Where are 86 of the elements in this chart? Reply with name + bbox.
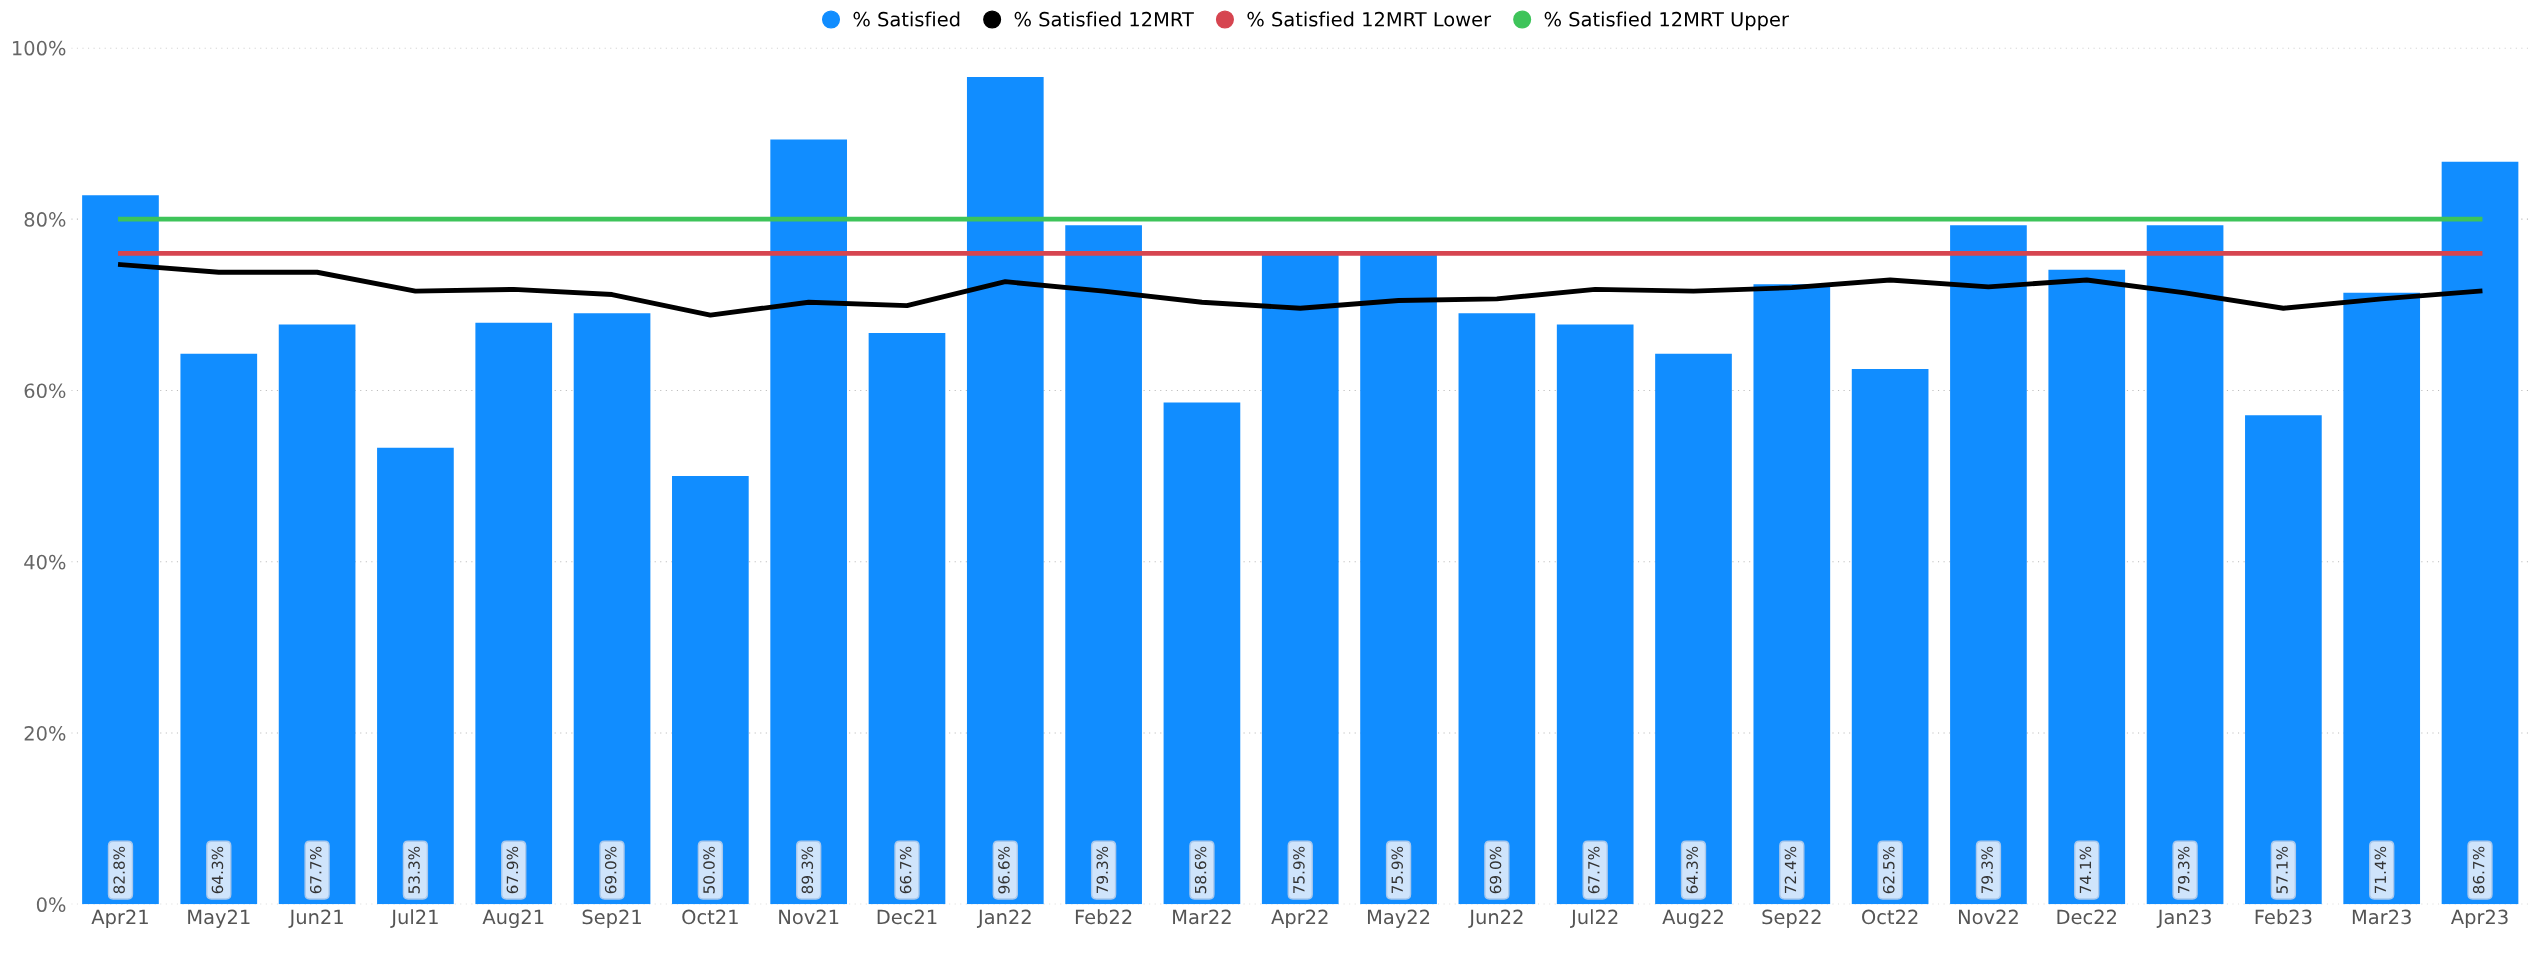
data-label: 67.7% <box>1588 846 1600 894</box>
data-label: 64.3% <box>211 846 224 894</box>
bar <box>1458 313 1536 905</box>
legend-label: % Satisfied 12MRT Lower <box>1247 11 1492 27</box>
data-label: 79.3% <box>1981 846 1993 894</box>
data-label: 71.4% <box>2374 846 2387 894</box>
bar <box>672 476 749 905</box>
bar <box>475 322 553 905</box>
x-tick-label: Jul21 <box>390 909 438 928</box>
bar <box>770 139 848 905</box>
x-tick-label: May21 <box>188 909 250 929</box>
bar <box>1753 284 1831 905</box>
bar <box>868 333 946 905</box>
data-label: 86.7% <box>2472 846 2485 894</box>
x-tick-label: Sep21 <box>582 909 641 929</box>
bar <box>1851 369 1929 905</box>
x-tick-label: Mar22 <box>1173 909 1231 925</box>
bar <box>180 353 258 905</box>
x-tick-label: Apr22 <box>1271 909 1328 929</box>
bar <box>2441 161 2519 905</box>
data-label: 50.0% <box>703 846 715 894</box>
x-tick-label: May22 <box>1367 909 1430 929</box>
data-label: 66.7% <box>899 846 912 894</box>
data-label: 72.4% <box>1784 846 1797 894</box>
x-tick-label: Feb23 <box>2255 909 2312 925</box>
data-label: 82.8% <box>113 846 125 894</box>
x-tick-label: Apr21 <box>91 909 148 929</box>
data-label: 79.3% <box>2177 846 2190 894</box>
x-tick-label: Nov22 <box>1959 909 2018 925</box>
x-tick-label: Nov21 <box>779 909 839 925</box>
bar <box>1163 402 1241 905</box>
data-label: 69.0% <box>604 846 617 894</box>
data-label: 64.3% <box>1686 846 1698 894</box>
bar <box>1360 254 1437 905</box>
bar <box>966 76 1044 905</box>
line-series <box>118 262 2483 318</box>
y-tick-label: 40% <box>24 554 66 570</box>
x-tick-label: Jun21 <box>288 909 343 928</box>
x-tick-label: Feb22 <box>1075 909 1132 925</box>
x-tick-label: Jul22 <box>1570 909 1618 928</box>
x-tick-label: Oct22 <box>1862 909 1918 925</box>
bar <box>1261 254 1339 905</box>
x-tick-label: Dec22 <box>2057 909 2116 925</box>
x-tick-label: Jan23 <box>2156 909 2211 928</box>
bar <box>1655 353 1732 905</box>
data-label: 67.9% <box>506 846 519 894</box>
legend-label: % Satisfied 12MRT Upper <box>1544 11 1789 31</box>
x-tick-label: Jan22 <box>976 909 1031 928</box>
bar <box>1065 225 1142 905</box>
x-tick-label: Oct21 <box>682 909 738 925</box>
data-label: 89.3% <box>801 846 814 894</box>
x-tick-label: Apr23 <box>2450 909 2508 929</box>
y-tick-label: 60% <box>24 383 66 399</box>
y-tick-label: 20% <box>24 726 66 741</box>
x-tick-label: Dec21 <box>877 909 937 925</box>
x-tick-label: Jun22 <box>1468 909 1523 928</box>
x-tick-label: Aug22 <box>1662 909 1723 929</box>
bar <box>1950 225 2027 905</box>
legend-label: % Satisfied 12MRT <box>1014 11 1194 27</box>
data-label: 79.3% <box>1096 846 1109 894</box>
bar <box>1556 324 1634 905</box>
bar <box>2343 292 2421 905</box>
data-label: 53.3% <box>408 846 420 894</box>
data-label: 74.1% <box>2079 846 2092 894</box>
y-tick-label: 0% <box>36 897 66 913</box>
data-label: 62.5% <box>1883 846 1895 894</box>
legend-label: % Satisfied <box>853 11 960 27</box>
bar <box>82 195 159 905</box>
data-label: 57.1% <box>2276 846 2288 894</box>
data-label: 58.6% <box>1194 846 1207 894</box>
data-label: 96.6% <box>998 846 1010 894</box>
y-tick-label: 80% <box>24 212 66 227</box>
data-label: 75.9% <box>1293 846 1305 894</box>
bar <box>377 447 454 905</box>
data-label: 69.0% <box>1489 846 1502 894</box>
bar <box>2146 225 2224 905</box>
data-label: 75.9% <box>1391 846 1403 894</box>
bar <box>2048 269 2126 905</box>
data-label: 67.7% <box>309 846 322 894</box>
x-tick-label: Mar23 <box>2352 909 2411 925</box>
x-tick-label: Sep22 <box>1762 909 1821 929</box>
bar <box>573 313 651 905</box>
bar <box>278 324 356 905</box>
y-tick-label: 100% <box>13 40 66 56</box>
x-tick-label: Aug21 <box>482 909 544 929</box>
bar <box>2245 415 2322 905</box>
